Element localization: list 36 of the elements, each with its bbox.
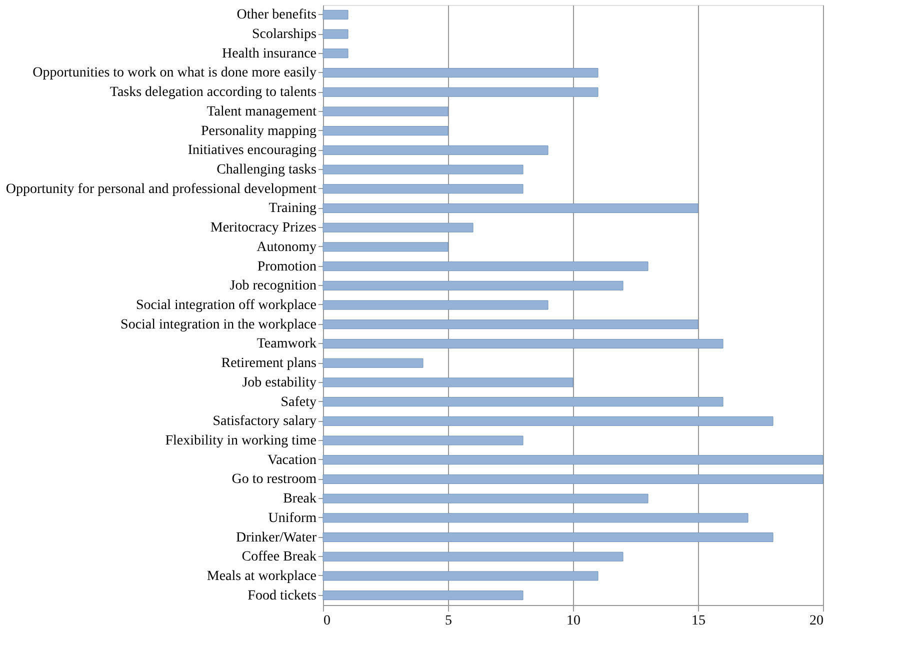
- y-tick-label: Meritocracy Prizes: [210, 220, 316, 236]
- y-tick-label: Health insurance: [222, 46, 316, 62]
- y-tick-label: Autonomy: [256, 240, 316, 255]
- y-tick-label: Personality mapping: [201, 124, 316, 139]
- y-tick-label: Social integration in the workplace: [120, 317, 316, 332]
- x-tick-label: 5: [445, 614, 452, 628]
- y-tick-label: Safety: [280, 394, 316, 410]
- y-tick-label: Flexibility in working time: [165, 433, 316, 448]
- y-tick-label: Coffee Break: [242, 550, 316, 565]
- y-tick-label: Go to restroom: [232, 472, 317, 488]
- y-tick-label: Meals at workplace: [206, 568, 316, 584]
- y-tick-label: Uniform: [268, 510, 317, 526]
- y-tick-label: Satisfactory salary: [212, 414, 316, 430]
- y-tick-label: Initiatives encouraging: [188, 143, 316, 158]
- y-tick-label: Vacation: [268, 452, 316, 468]
- y-tick-label: Drinker/Water: [236, 530, 317, 546]
- y-tick-label: Job estability: [242, 375, 316, 390]
- y-tick-label: Teamwork: [256, 336, 316, 352]
- y-tick-label: Opportunity for personal and professional development: [6, 182, 317, 197]
- y-tick-label: Scolarships: [252, 27, 316, 42]
- y-tick-label: Talent management: [206, 104, 317, 120]
- y-tick-label: Break: [283, 492, 316, 507]
- x-tick-label: 0: [324, 614, 330, 628]
- y-tick-label: Promotion: [257, 259, 316, 274]
- y-tick-label: Retirement plans: [221, 356, 316, 372]
- x-tick-label: 20: [810, 614, 824, 628]
- y-tick-label: Opportunities to work on what is done more easily: [32, 66, 316, 81]
- y-tick-label: Tasks delegation according to talents: [110, 85, 316, 100]
- x-tick-label: 15: [692, 614, 706, 628]
- y-tick-label: Social integration off workplace: [136, 298, 316, 313]
- y-tick-label: Food tickets: [248, 588, 316, 604]
- y-tick-label: Training: [268, 201, 316, 216]
- x-tick-label: 10: [566, 614, 580, 628]
- y-tick-label: Other benefits: [236, 8, 316, 23]
- y-tick-label: Challenging tasks: [216, 162, 316, 178]
- y-tick-label: Job recognition: [230, 278, 316, 294]
